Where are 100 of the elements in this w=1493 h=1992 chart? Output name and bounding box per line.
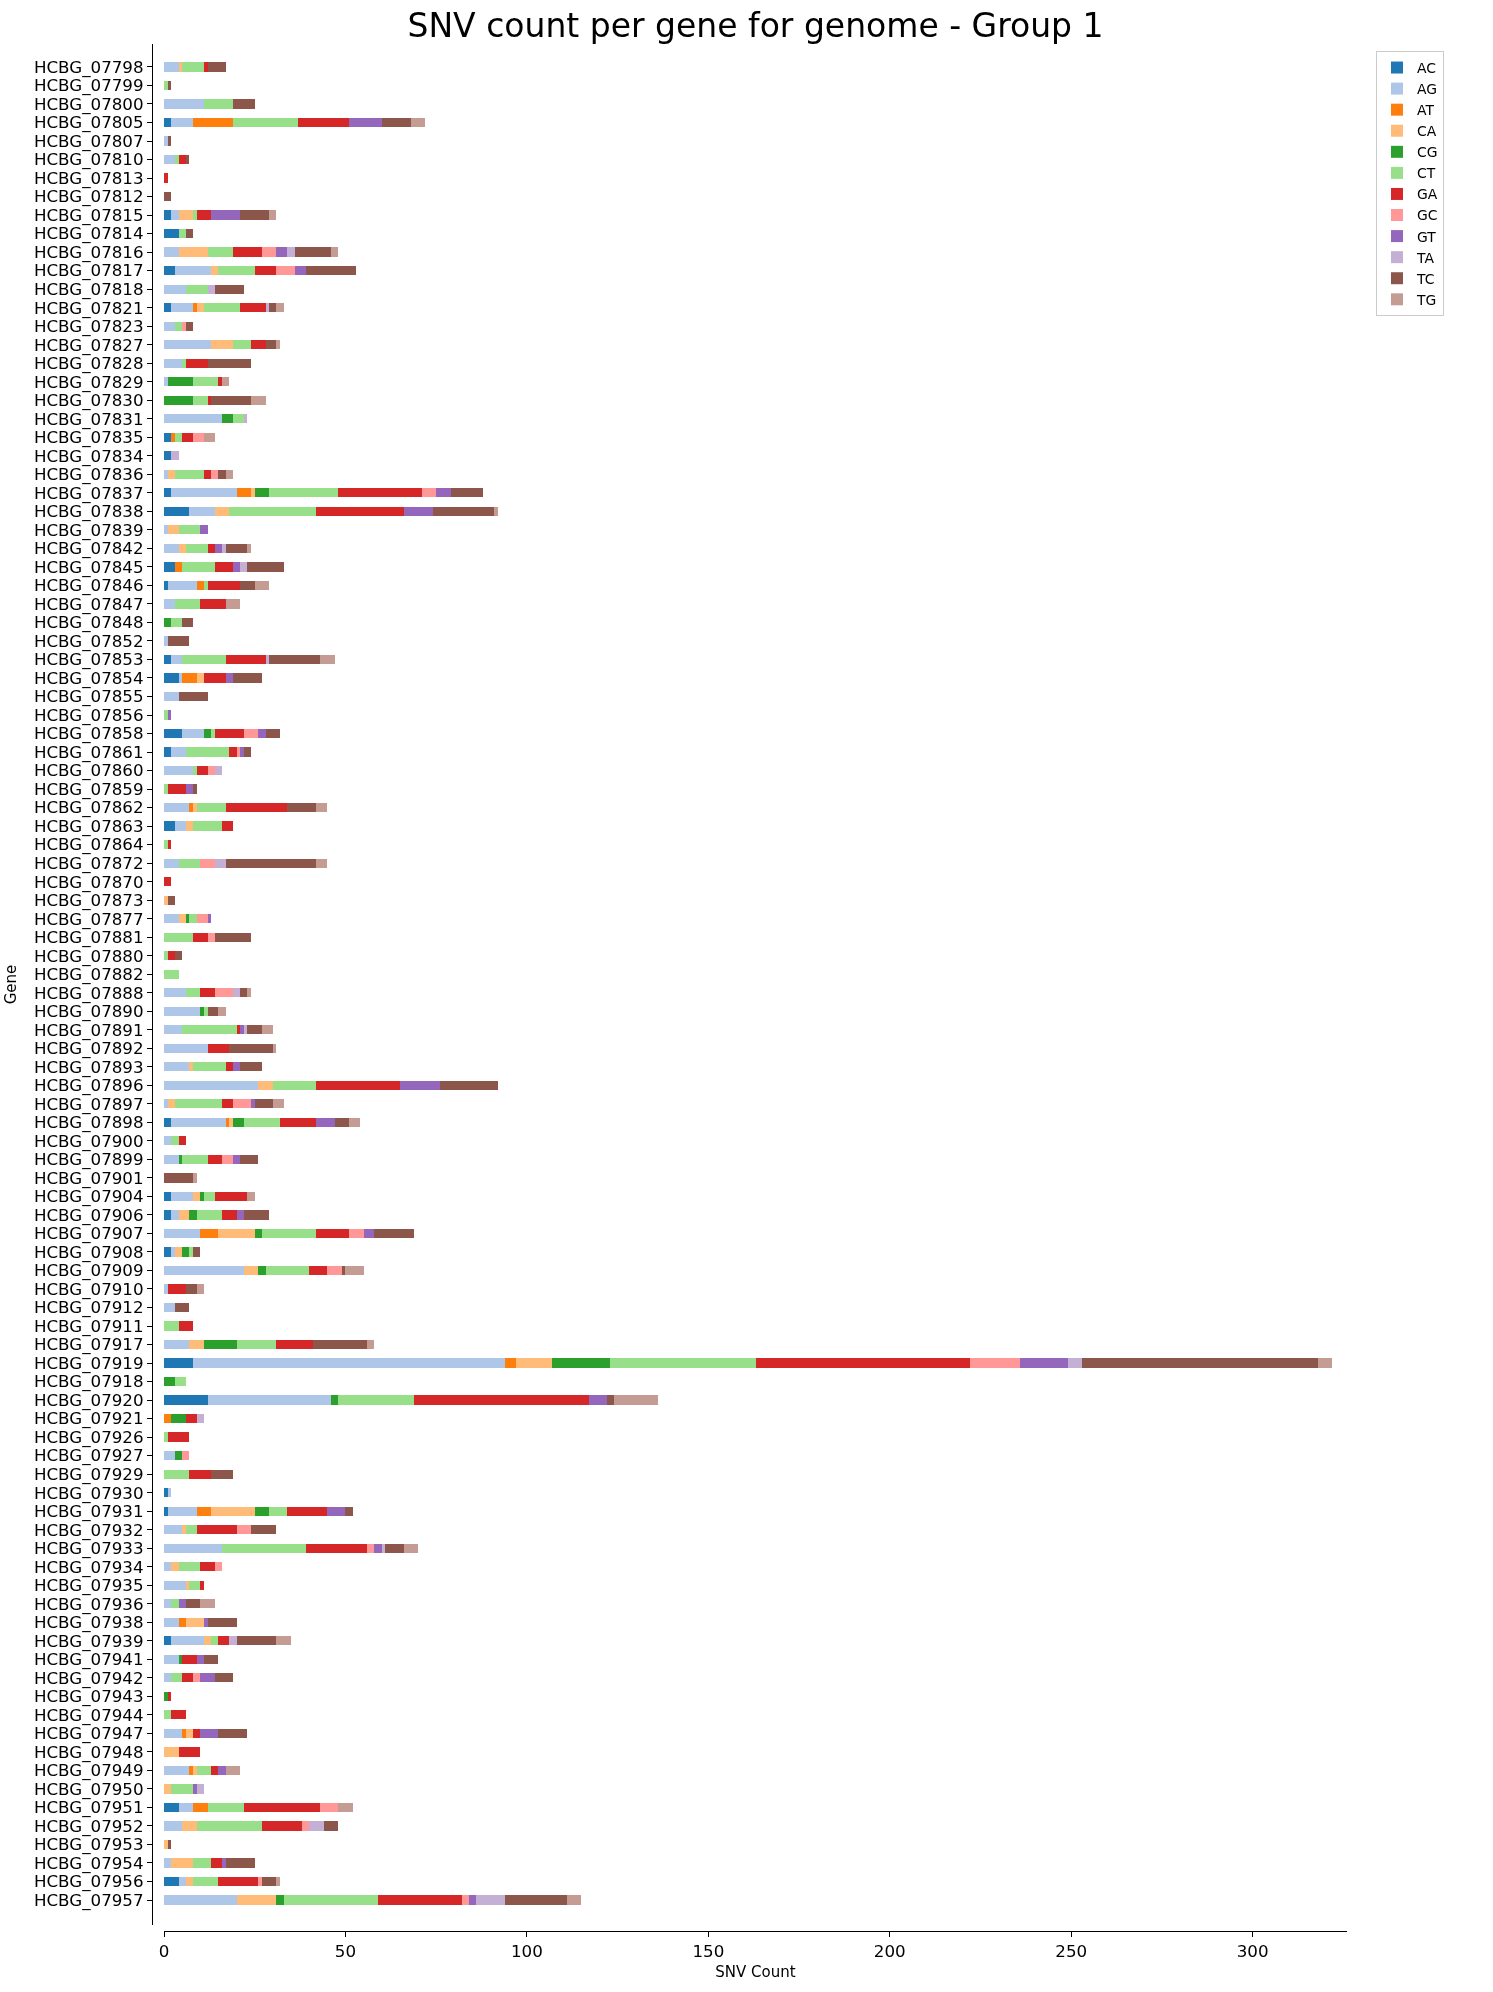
- bar: [607, 1395, 614, 1405]
- bar: [287, 247, 295, 257]
- bar: [171, 618, 182, 627]
- bar: [218, 266, 255, 275]
- bar: [164, 1858, 171, 1868]
- bar: [164, 1358, 193, 1368]
- bar: [211, 396, 251, 405]
- bar: [171, 433, 175, 442]
- bar: [505, 1895, 567, 1905]
- bar: [182, 1451, 189, 1460]
- bar: [164, 1895, 237, 1905]
- bar: [164, 340, 211, 349]
- bar: [175, 951, 182, 960]
- bar: [237, 1210, 244, 1220]
- bar: [226, 859, 316, 868]
- bar: [189, 507, 215, 516]
- bar: [164, 1451, 175, 1460]
- bar: [179, 155, 186, 164]
- bar: [237, 1525, 251, 1534]
- bar: [179, 1155, 182, 1164]
- bar: [179, 1618, 186, 1627]
- bar: [218, 1877, 258, 1886]
- bar: [284, 1895, 378, 1905]
- bar: [182, 673, 197, 683]
- bar: [327, 1507, 345, 1516]
- bar: [193, 396, 208, 405]
- bar: [171, 1247, 175, 1257]
- bar: [247, 1192, 255, 1201]
- bar: [552, 1358, 610, 1368]
- bar: [200, 599, 226, 609]
- bar: [276, 247, 287, 257]
- bar: [309, 1266, 327, 1275]
- bar: [164, 81, 168, 90]
- bar: [215, 859, 226, 868]
- bar: [164, 118, 171, 127]
- bar: [276, 1877, 280, 1886]
- bar: [414, 1395, 589, 1405]
- bar: [179, 1877, 186, 1886]
- bar: [193, 1784, 197, 1794]
- bar: [197, 803, 226, 812]
- bar: [516, 1358, 552, 1368]
- bar: [374, 1544, 382, 1553]
- bar: [164, 618, 171, 627]
- bar: [164, 1395, 208, 1405]
- bar: [168, 636, 189, 646]
- bar: [251, 1099, 255, 1108]
- bar: [164, 1544, 222, 1553]
- bar: [164, 581, 168, 590]
- bar: [378, 1895, 462, 1905]
- bar: [171, 1414, 186, 1423]
- legend-label: TG: [1416, 291, 1437, 308]
- bar: [226, 544, 247, 553]
- bar: [222, 1099, 233, 1108]
- bar: [164, 673, 179, 683]
- bar: [164, 636, 168, 646]
- bar: [349, 1118, 360, 1127]
- bar: [204, 1340, 237, 1349]
- bar: [197, 1414, 204, 1423]
- bar: [182, 1821, 197, 1831]
- bar: [251, 340, 266, 349]
- bar: [175, 1099, 222, 1108]
- bar: [164, 229, 179, 238]
- bar: [316, 1229, 349, 1238]
- bar: [215, 562, 233, 572]
- bar: [164, 1784, 171, 1794]
- bar: [233, 1062, 240, 1071]
- bar: [164, 1414, 171, 1423]
- bar: [164, 1655, 179, 1664]
- bar: [273, 1081, 316, 1090]
- bar: [237, 1340, 276, 1349]
- legend-label: AG: [1417, 81, 1438, 98]
- bar: [240, 1025, 244, 1034]
- bar: [193, 1858, 211, 1868]
- bar: [200, 859, 215, 868]
- bar: [255, 1099, 273, 1108]
- bar: [226, 1118, 229, 1127]
- bar: [171, 1136, 179, 1145]
- bar: [189, 1247, 193, 1257]
- bar: [164, 1562, 171, 1571]
- bar: [175, 470, 204, 479]
- bar: [164, 1692, 168, 1701]
- bar: [164, 562, 175, 572]
- bar: [193, 821, 222, 831]
- bar: [164, 988, 186, 997]
- bar: [186, 988, 200, 997]
- bar: [610, 1358, 756, 1368]
- bar: [306, 1544, 367, 1553]
- bar: [168, 581, 197, 590]
- bar: [208, 62, 226, 72]
- bar: [280, 1118, 316, 1127]
- bar: [186, 544, 208, 553]
- bar: [179, 692, 208, 701]
- bar: [295, 247, 331, 257]
- bar: [179, 1562, 200, 1571]
- bar: [193, 210, 197, 220]
- bar: [197, 766, 208, 775]
- legend-label: TA: [1416, 249, 1435, 266]
- bar: [168, 784, 186, 794]
- bar: [200, 1729, 218, 1738]
- bar: [164, 1377, 175, 1386]
